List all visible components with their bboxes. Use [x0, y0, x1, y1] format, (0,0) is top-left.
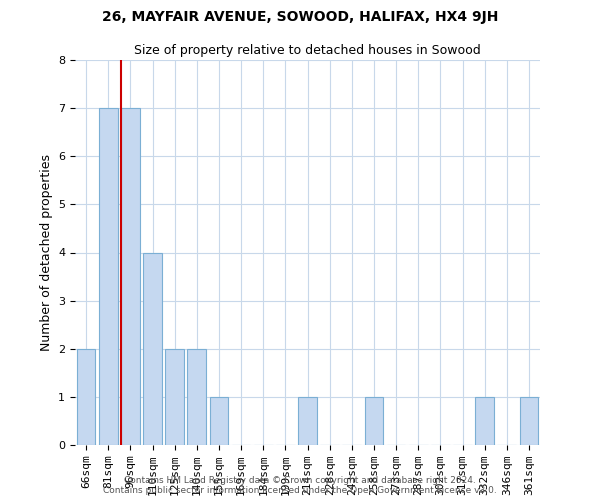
Bar [77, 349, 95, 445]
Bar [365, 397, 383, 445]
Bar [165, 349, 184, 445]
Bar [99, 108, 118, 445]
Bar [143, 252, 162, 445]
Bar [298, 397, 317, 445]
Text: 26, MAYFAIR AVENUE, SOWOOD, HALIFAX, HX4 9JH: 26, MAYFAIR AVENUE, SOWOOD, HALIFAX, HX4… [102, 10, 498, 24]
Bar [520, 397, 538, 445]
Bar [209, 397, 229, 445]
Bar [187, 349, 206, 445]
Bar [121, 108, 140, 445]
Title: Size of property relative to detached houses in Sowood: Size of property relative to detached ho… [134, 44, 481, 58]
Bar [475, 397, 494, 445]
Y-axis label: Number of detached properties: Number of detached properties [40, 154, 53, 351]
Text: Contains HM Land Registry data © Crown copyright and database right 2024.
Contai: Contains HM Land Registry data © Crown c… [103, 476, 497, 495]
